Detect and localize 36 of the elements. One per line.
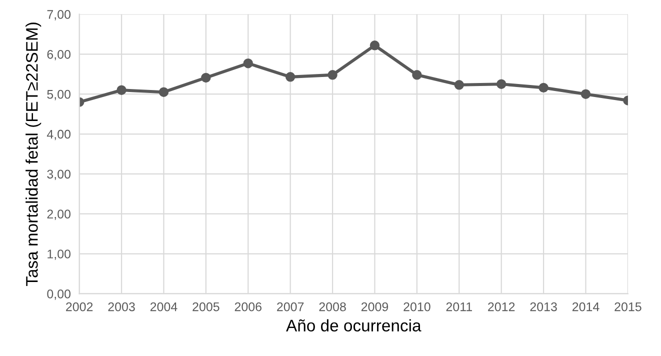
x-tick-label: 2007 [277,302,304,312]
y-tick-label: 7,00 [47,10,70,20]
x-tick-label: 2004 [150,302,178,312]
x-tick-label: 2002 [66,302,93,312]
point [243,58,253,68]
y-tick-label: 3,00 [47,170,70,180]
x-tick-label: 2005 [192,302,220,312]
point [412,70,422,80]
x-tick-label: 2014 [572,302,600,312]
y-axis-title: Tasa mortalidad fetal (FET≥22SEM) [26,22,42,286]
y-tick-label: 2,00 [47,210,70,220]
x-tick-label: 2015 [614,302,642,312]
x-tick-label: 2009 [361,302,388,312]
point [496,79,506,89]
x-tick-label: 2013 [530,302,557,312]
point [201,72,211,83]
x-tick-label: 2011 [446,302,472,312]
x-tick-label: 2003 [108,302,135,312]
point [116,85,126,95]
y-tick-label: 6,00 [47,50,70,60]
x-axis-title: Año de ocurrencia [286,319,422,332]
y-tick-label: 1,00 [48,250,70,260]
point [285,72,296,82]
y-tick-label: 0,00 [47,290,70,300]
point [454,80,464,90]
x-tick-label: 2008 [319,302,346,312]
point [328,70,338,80]
point [580,89,591,99]
point [370,40,380,50]
x-tick-label: 2006 [234,302,262,312]
x-tick-label: 2010 [404,302,430,312]
y-tick-label: 4,00 [46,130,70,140]
point [538,82,548,93]
x-tick-label: 2012 [488,302,515,312]
point [158,87,169,97]
y-tick-label: 5,00 [47,90,70,100]
